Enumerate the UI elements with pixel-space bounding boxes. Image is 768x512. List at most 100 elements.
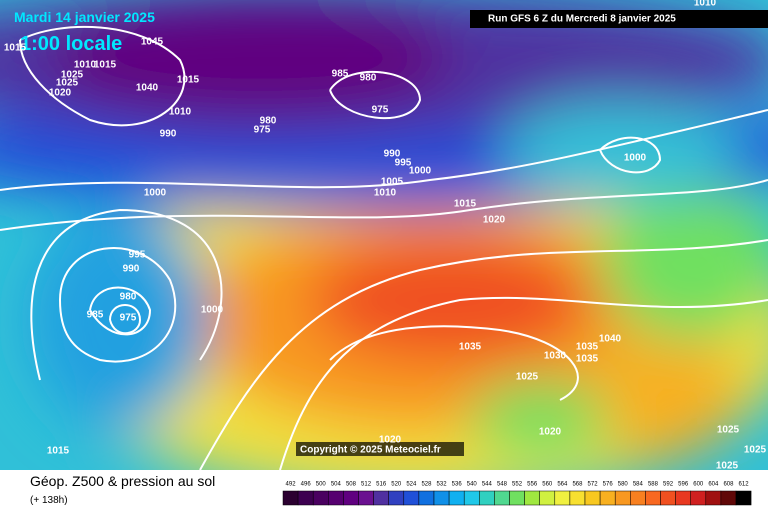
isobar-label: 1000 (624, 153, 647, 164)
scale-label: 604 (708, 482, 719, 488)
scale-swatch (539, 490, 556, 506)
isobar-label: 990 (384, 149, 401, 160)
isobar-label: 980 (120, 292, 137, 303)
scale-label: 560 (542, 482, 553, 488)
scale-swatch (448, 490, 465, 506)
scale-swatch (675, 490, 691, 506)
isobar-label: 1035 (459, 342, 482, 353)
footer-lead: (+ 138h) (30, 495, 68, 506)
isobar-label: 1010 (694, 0, 717, 9)
scale-label: 532 (437, 482, 448, 488)
isobar-label: 985 (87, 310, 104, 321)
isobar-label: 1025 (516, 372, 539, 383)
scale-label: 544 (482, 482, 493, 488)
scale-label: 600 (693, 482, 704, 488)
scale-swatch (312, 490, 329, 506)
scale-label: 572 (588, 482, 599, 488)
scale-swatch (494, 490, 510, 506)
run-banner (470, 10, 768, 28)
isobar-label: 1020 (379, 435, 402, 446)
scale-label: 524 (406, 482, 417, 488)
isobar-label: 1010 (374, 188, 397, 199)
isobar-label: 990 (123, 264, 140, 275)
scale-swatch (282, 490, 299, 506)
time: 1:00 locale (20, 33, 122, 55)
isobar-label: 1010 (169, 107, 192, 118)
isobar-label: 1020 (49, 88, 72, 99)
scale-label: 588 (648, 482, 659, 488)
scale-swatch (599, 490, 616, 506)
isobar-label: 1005 (381, 177, 404, 188)
scale-label: 576 (603, 482, 614, 488)
isobar-label: 1025 (716, 461, 739, 472)
scale-swatch (509, 490, 525, 506)
scale-swatch (690, 490, 707, 506)
scale-label: 496 (301, 482, 312, 488)
scale-swatch (328, 490, 344, 506)
scale-label: 536 (452, 482, 463, 488)
scale-label: 608 (723, 482, 734, 488)
isobar-label: 975 (254, 125, 271, 136)
scale-label: 520 (391, 482, 402, 488)
scale-label: 596 (678, 482, 689, 488)
isobars (0, 25, 768, 470)
isobar-label: 1010 (74, 60, 97, 71)
isobar-label: 1015 (47, 446, 70, 457)
scale-swatch (418, 490, 435, 506)
isobar-label: 1000 (409, 166, 432, 177)
scale-label: 584 (633, 482, 644, 488)
isobar-label: 1015 (177, 75, 200, 86)
isobar-label: 1035 (576, 342, 599, 353)
scale-label: 580 (618, 482, 629, 488)
isobar-label: 1040 (136, 83, 159, 94)
scale-swatch (705, 490, 722, 506)
scale-swatch (297, 490, 314, 506)
scale-swatch (735, 490, 752, 506)
scale-label: 592 (663, 482, 674, 488)
scale-swatch (720, 490, 737, 506)
scale-swatch (388, 490, 405, 506)
field (0, 0, 768, 470)
scale-label: 548 (497, 482, 508, 488)
scale-label: 516 (376, 482, 387, 488)
isobar-label: 1030 (544, 351, 567, 362)
scale-label: 564 (557, 482, 568, 488)
isobar-label: 1045 (141, 37, 164, 48)
isobar-label: 980 (260, 116, 277, 127)
scale-label: 512 (361, 482, 372, 488)
scale-label: 556 (527, 482, 538, 488)
scale-swatch (660, 490, 676, 506)
scale-swatch (403, 490, 420, 506)
isobar-label: 1025 (744, 445, 767, 456)
scale-label: 500 (316, 482, 327, 488)
scale-swatch (463, 490, 480, 506)
isobar-label: 1015 (454, 199, 477, 210)
isobar-label: 980 (360, 73, 377, 84)
isobar-label: 975 (372, 105, 389, 116)
isobar-label: 1025 (61, 70, 84, 81)
isobar-label: 995 (129, 250, 146, 261)
scale-label: 504 (331, 482, 342, 488)
scale-swatch (554, 490, 571, 506)
scale-label: 540 (467, 482, 478, 488)
scale-swatch (373, 490, 389, 506)
isobar-label: 1000 (144, 188, 167, 199)
scale-swatch (433, 490, 450, 506)
scale-swatch (614, 490, 631, 506)
scale-swatch (569, 490, 586, 506)
isobar-label: 1000 (201, 305, 224, 316)
color-scale: 492 496 500 504 508 512 516 520 524 528 532 536 540 5… (282, 482, 752, 506)
isobar-label: 995 (395, 158, 412, 169)
isobar-label: 990 (160, 129, 177, 140)
scale-label: 568 (572, 482, 583, 488)
isobar-label: 1040 (599, 334, 622, 345)
isobar-label: 1020 (539, 427, 562, 438)
isobar-label: 1025 (717, 425, 740, 436)
scale-label: 552 (512, 482, 523, 488)
scale-swatch (524, 490, 540, 506)
scale-swatch (479, 490, 495, 506)
scale-label: 492 (286, 482, 297, 488)
isobar-label: 1015 (4, 43, 27, 54)
